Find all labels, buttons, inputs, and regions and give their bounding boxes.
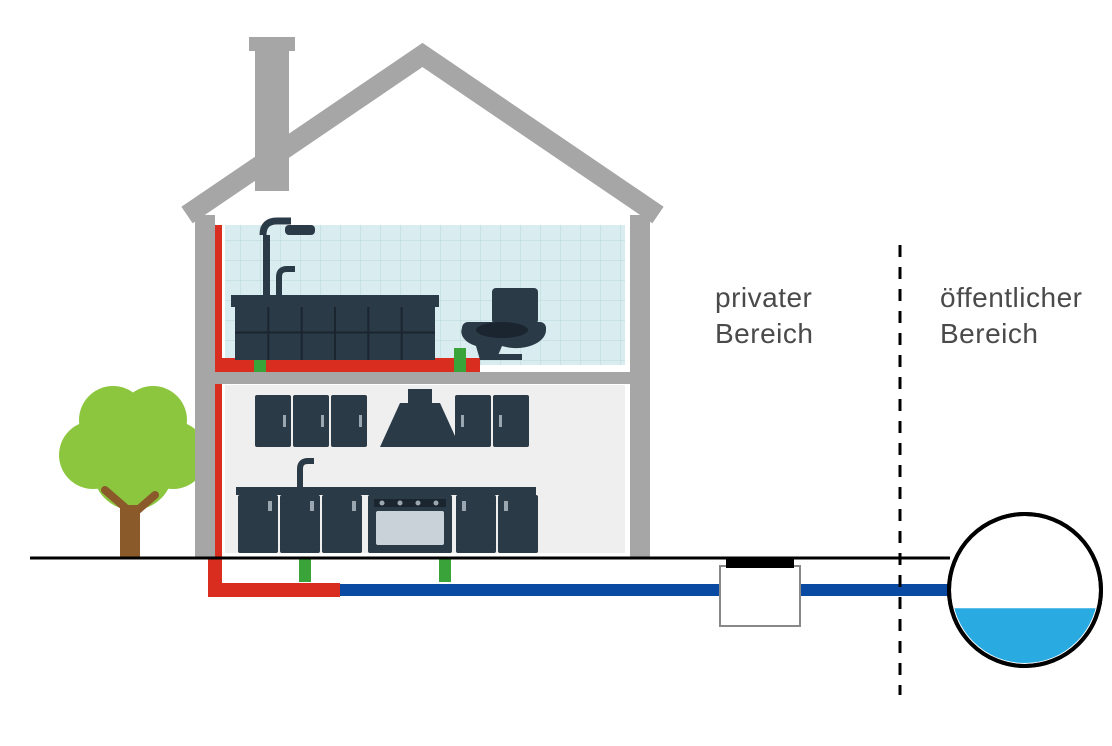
manhole-cover-icon [726, 558, 794, 568]
label-public-area: öffentlicher Bereich [940, 280, 1082, 353]
green-connector-3 [439, 558, 451, 582]
label-private-line2: Bereich [715, 318, 813, 349]
inspection-chamber [720, 566, 800, 626]
label-public-line1: öffentlicher [940, 282, 1082, 313]
tree-icon [59, 386, 207, 558]
sewer-main-icon [949, 514, 1101, 746]
floor-slab [215, 372, 630, 384]
label-private-line1: privater [715, 282, 812, 313]
green-connector-2 [299, 558, 311, 582]
green-connector-1 [454, 348, 466, 372]
label-public-line2: Bereich [940, 318, 1038, 349]
label-private-area: privater Bereich [715, 280, 813, 353]
